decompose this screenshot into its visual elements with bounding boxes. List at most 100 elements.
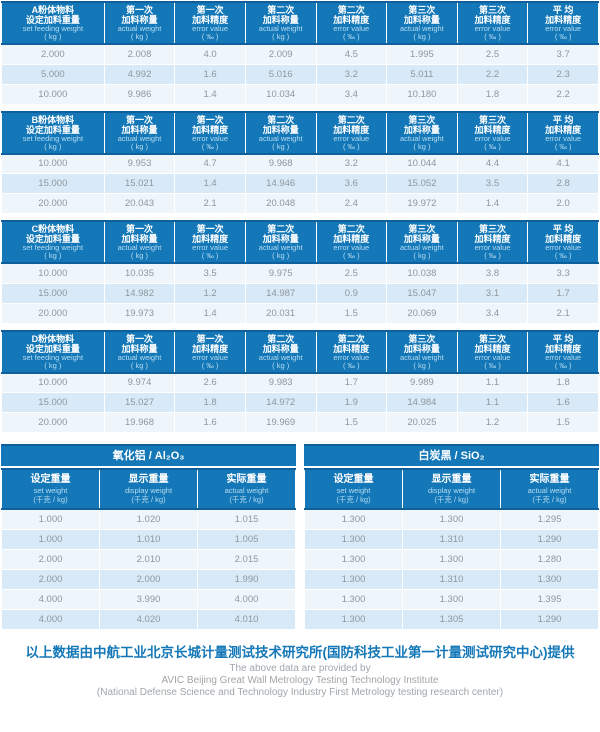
header-unit: ( kg ): [130, 360, 149, 370]
column-header: 平 均 加料精度 error value ( ‰ ): [527, 220, 599, 264]
header-unit: ( kg ): [130, 251, 149, 260]
header-line-cn: 加料称量: [262, 343, 299, 354]
header-unit: ( ‰ ): [342, 360, 360, 370]
cell: 3.3: [527, 262, 599, 284]
cell: 1.1: [456, 392, 529, 413]
table-row: 10.000 10.035 3.5 9.975 2.5 10.038 3.8 3.3: [1, 262, 599, 284]
cell: 2.6: [174, 372, 246, 393]
cell: 15.047: [386, 282, 458, 304]
cell: 15.027: [103, 392, 176, 413]
column-header: 平 均 加料精度 error value ( ‰ ): [527, 1, 599, 45]
header-line-cn: 第二次: [267, 224, 295, 234]
cell: 10.044: [386, 153, 458, 174]
cell: 2.000: [99, 568, 198, 590]
header-line-en: display weight: [427, 486, 476, 495]
cell: 1.9: [315, 392, 388, 413]
header-row: 设定重量 set weight (千克 / kg) 显示重量 display w…: [1, 468, 296, 510]
header-row: A粉体物料 设定加料重量 set feeding weight ( kg ) 第…: [1, 1, 599, 45]
header-line-cn: 第三次: [408, 333, 436, 344]
header-line-cn: 加料精度: [474, 15, 511, 25]
header-line-cn: 第一次: [125, 224, 153, 234]
material-tables: 氧化铝 / Al₂O₃ 设定重量 set weight (千克 / kg) 显示…: [1, 444, 599, 630]
cell: 1.6: [174, 412, 246, 433]
header-unit: ( kg ): [272, 32, 290, 41]
header-line-en: actual weight: [117, 133, 162, 143]
cell: 1.5: [527, 412, 599, 433]
column-header: 第二次 加料称量 actual weight ( kg ): [244, 220, 317, 264]
header-line-en: set feeding weight: [22, 24, 84, 33]
header-line-cn: 加料精度: [333, 234, 370, 244]
cell: 2.4: [315, 193, 388, 214]
cell: 1.300: [304, 508, 403, 530]
column-header: 第一次 加料精度 error value ( ‰ ): [174, 220, 246, 264]
cell: 2.5: [315, 262, 388, 284]
column-header: C粉体物料 设定加料重量 set feeding weight ( kg ): [1, 220, 105, 264]
cell: 20.069: [386, 302, 458, 324]
column-header: 设定重量 set weight (千克 / kg): [304, 468, 403, 510]
column-header: 第一次 加料精度 error value ( ‰ ): [174, 329, 246, 374]
table-row: 15.000 15.027 1.8 14.972 1.9 14.984 1.1 1.6: [1, 392, 599, 413]
cell: 4.992: [103, 63, 176, 85]
header-line-cn: 设定重量: [333, 474, 374, 485]
header-line-en: error value: [545, 24, 582, 33]
cell: 3.7: [527, 43, 599, 65]
header-line-cn: 加料称量: [403, 124, 440, 135]
cell: 2.000: [1, 568, 100, 590]
table-row: 1.300 1.300 1.295: [304, 508, 599, 530]
cell: 9.968: [244, 153, 317, 174]
cell: 2.009: [244, 43, 317, 65]
table-row: 15.000 15.021 1.4 14.946 3.6 15.052 3.5 2.8: [1, 173, 599, 194]
cell: 5.016: [244, 63, 317, 85]
header-unit: ( kg ): [130, 32, 149, 41]
cell: 19.968: [103, 412, 176, 433]
column-header: 第二次 加料精度 error value ( ‰ ): [315, 329, 388, 374]
header-line-cn: 加料精度: [333, 124, 370, 135]
header-line-cn: 第三次: [408, 224, 436, 234]
cell: 10.038: [386, 262, 458, 284]
column-header: 第三次 加料称量 actual weight ( kg ): [386, 329, 458, 374]
header-row: B粉体物料 设定加料重量 set feeding weight ( kg ) 第…: [1, 110, 599, 155]
cell: 4.020: [99, 608, 198, 630]
cell: 2.3: [527, 63, 599, 85]
header-unit: ( ‰ ): [484, 141, 501, 151]
column-header: 第三次 加料精度 error value ( ‰ ): [456, 110, 529, 155]
header-line-cn: 加料称量: [262, 15, 299, 25]
header-line-cn: 加料精度: [192, 234, 229, 244]
header-line-cn: 平 均: [552, 114, 574, 125]
cell: 1.300: [304, 528, 403, 550]
powder-tables: A粉体物料 设定加料重量 set feeding weight ( kg ) 第…: [1, 1, 599, 433]
header-line-cn: 第二次: [337, 333, 365, 344]
header-unit: ( ‰ ): [342, 251, 360, 260]
cell: 3.5: [174, 262, 246, 284]
header-line-cn: 加料精度: [333, 15, 370, 25]
cell: 1.290: [500, 528, 599, 550]
header-row: 设定重量 set weight (千克 / kg) 显示重量 display w…: [304, 468, 599, 510]
header-unit: (千克 / kg): [336, 495, 371, 504]
header-line-en: actual weight: [224, 486, 269, 495]
cell: 1.990: [197, 568, 296, 590]
cell: 10.000: [1, 372, 105, 393]
cell: 3.2: [315, 63, 388, 85]
header-line-en: set feeding weight: [22, 243, 84, 252]
table-row: 2.000 2.008 4.0 2.009 4.5 1.995 2.5 3.7: [1, 43, 599, 65]
header-line-cn: 第二次: [337, 224, 365, 234]
column-header: 第二次 加料精度 error value ( ‰ ): [315, 220, 388, 264]
header-line-en: error value: [545, 352, 582, 362]
footer-provider-cn: 以上数据由中航工业北京长城计量测试技术研究所(国防科技工业第一计量测试研究中心)…: [25, 644, 575, 660]
header-unit: (千克 / kg): [532, 495, 567, 504]
cell: 1.280: [500, 548, 599, 570]
table-row: 1.300 1.300 1.280: [304, 548, 599, 570]
material-title: 氧化铝 / Al₂O₃: [1, 444, 296, 466]
header-line-cn: B粉体物料: [31, 114, 75, 125]
header-line-cn: 第二次: [267, 5, 295, 15]
cell: 1.020: [99, 508, 198, 530]
cell: 14.972: [244, 392, 317, 413]
header-line-cn: 加料精度: [545, 15, 582, 25]
footer-provider-en-1: The above data are provided by: [229, 662, 371, 674]
header-unit: ( kg ): [413, 141, 431, 151]
header-line-cn: D粉体物料: [31, 333, 75, 344]
header-line-en: actual weight: [400, 133, 444, 143]
cell: 20.043: [103, 193, 176, 214]
cell: 3.6: [315, 173, 388, 194]
header-line-cn: 加料精度: [474, 124, 511, 135]
